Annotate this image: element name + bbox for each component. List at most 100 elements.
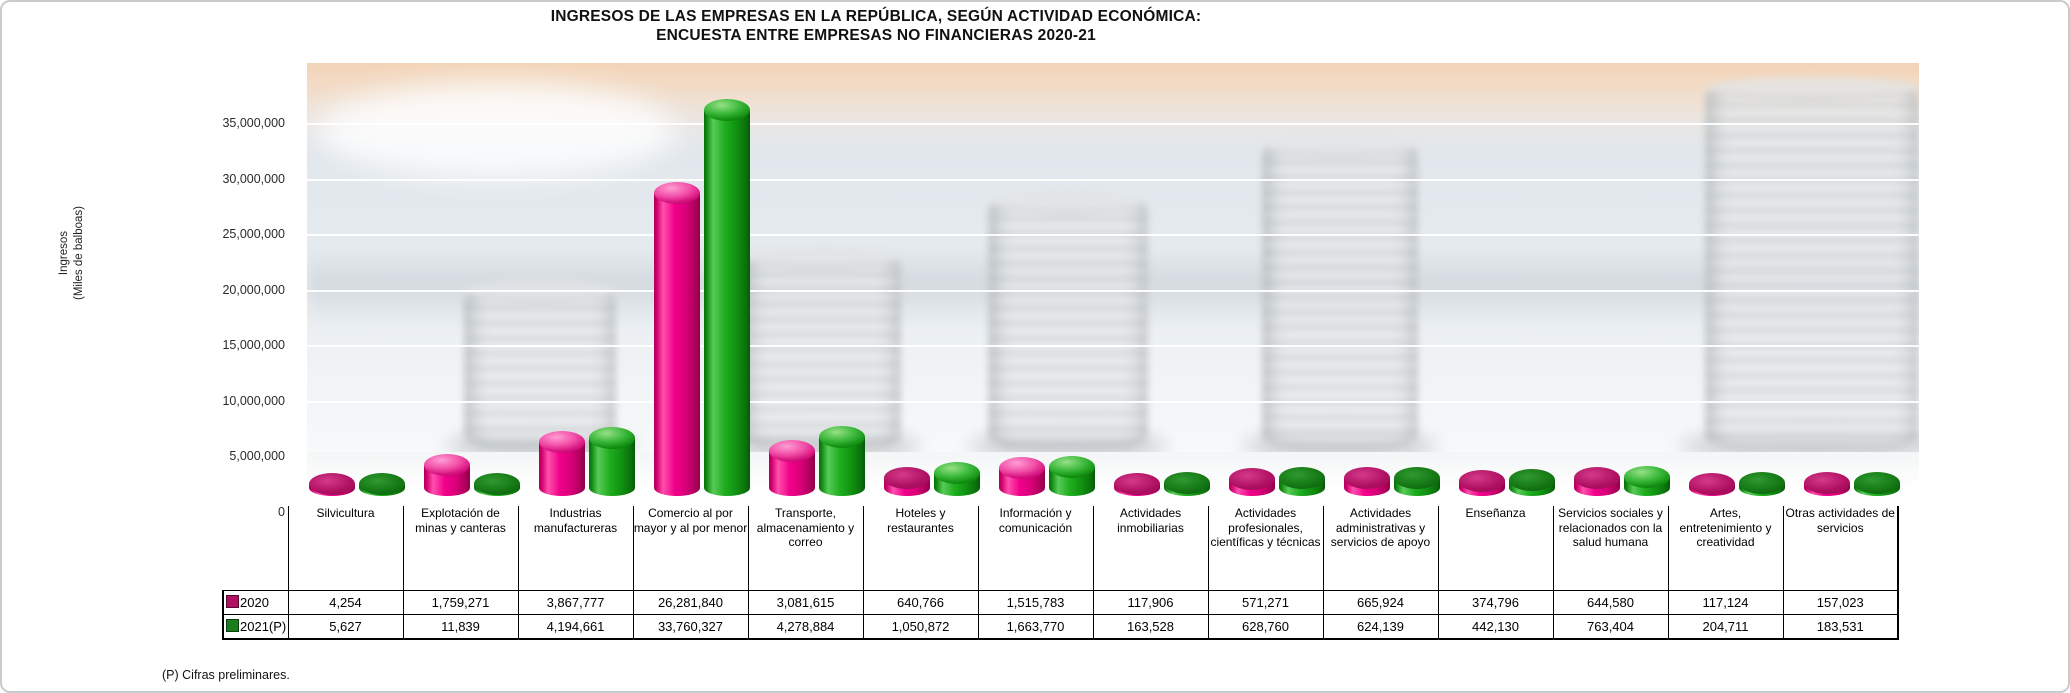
bar-top-ellipse xyxy=(769,439,815,462)
value-cell: 571,271 xyxy=(1207,590,1324,615)
value-cell: 26,281,840 xyxy=(632,590,749,615)
category-header-cell: Industrias manufactureras xyxy=(517,506,633,591)
value-cell: 3,081,615 xyxy=(747,590,864,615)
value-cell: 5,627 xyxy=(287,614,404,640)
bar-top-ellipse xyxy=(1229,467,1275,490)
table-row-2020: 2020 4,254 1,759,271 3,867,777 26,281,840 3,0… xyxy=(222,590,1899,615)
value-cell: 1,759,271 xyxy=(402,590,519,615)
gridline xyxy=(307,289,1919,292)
legend-cell-2020: 2020 xyxy=(222,590,289,615)
bar-bottom-ellipse xyxy=(1049,479,1095,496)
category-header-cell: Hoteles y restaurantes xyxy=(862,506,978,591)
bar-2020-silvicultura xyxy=(309,473,355,496)
bar-2020-actividades xyxy=(1344,466,1390,496)
gridline xyxy=(307,123,1919,125)
bar-2021P-actividades xyxy=(1394,467,1440,496)
bar-2020-explotación xyxy=(424,454,470,496)
value-cell: 4,254 xyxy=(287,590,404,615)
bar-top-ellipse xyxy=(1624,465,1670,488)
value-cell: 4,194,661 xyxy=(517,614,634,640)
bar-bottom-ellipse xyxy=(704,479,750,496)
chart-title: INGRESOS DE LAS EMPRESAS EN LA REPÚBLICA… xyxy=(176,7,1576,45)
bar-2021P-otras xyxy=(1854,471,1900,496)
category-header-cell: Silvicultura xyxy=(287,506,403,591)
y-tick-label-25000000: 25,000,000 xyxy=(222,227,285,242)
table-row-2021P: 2021(P) 5,627 11,839 4,194,661 33,760,327 4,2… xyxy=(222,614,1899,640)
y-tick-label-30000000: 30,000,000 xyxy=(222,171,285,186)
bar-top-ellipse xyxy=(309,473,355,495)
bar-bottom-ellipse xyxy=(654,479,700,496)
coin-stack xyxy=(1262,134,1418,448)
bar-body xyxy=(654,192,700,488)
value-cell: 374,796 xyxy=(1437,590,1554,615)
bar-2020-hoteles xyxy=(884,466,930,496)
coin-stack xyxy=(1705,77,1919,448)
category-header-cell: Comercio al por mayor y al por menor xyxy=(632,506,748,591)
bar-top-ellipse xyxy=(934,462,980,485)
bar-top-ellipse xyxy=(1739,471,1785,494)
value-cell: 157,023 xyxy=(1782,590,1899,615)
bar-top-ellipse xyxy=(654,181,700,204)
value-cell: 3,867,777 xyxy=(517,590,634,615)
bar-top-ellipse xyxy=(884,466,930,489)
value-cell: 11,839 xyxy=(402,614,519,640)
bar-2020-transporte, xyxy=(769,439,815,496)
bar-2021P-explotación xyxy=(474,473,520,496)
bar-top-ellipse xyxy=(1049,455,1095,478)
bar-top-ellipse xyxy=(1854,471,1900,494)
table-corner-cell xyxy=(223,506,288,591)
bar-2021P-enseñanza xyxy=(1509,469,1555,496)
bar-2021P-silvicultura xyxy=(359,473,405,496)
chart-title-line2: ENCUESTA ENTRE EMPRESAS NO FINANCIERAS 2… xyxy=(656,27,1096,44)
value-cell: 644,580 xyxy=(1552,590,1669,615)
footnote: (P) Cifras preliminares. xyxy=(162,668,290,682)
bar-body xyxy=(704,109,750,488)
bar-top-ellipse xyxy=(999,457,1045,480)
bar-2020-información xyxy=(999,457,1045,496)
chart-title-line1: INGRESOS DE LAS EMPRESAS EN LA REPÚBLICA… xyxy=(550,8,1202,25)
bar-top-ellipse xyxy=(539,431,585,453)
data-table: Silvicultura Explotación de minas y cante… xyxy=(222,506,1899,640)
bar-bottom-ellipse xyxy=(819,479,865,496)
coin-stack xyxy=(988,190,1148,448)
gridline xyxy=(307,400,1919,403)
bar-bottom-ellipse xyxy=(769,479,815,496)
bar-top-ellipse xyxy=(1164,472,1210,495)
category-header-cell: Artes, entretenimiento y creatividad xyxy=(1667,506,1783,591)
bar-2021P-actividades xyxy=(1164,472,1210,496)
bar-top-ellipse xyxy=(1279,467,1325,489)
y-tick-label-10000000: 10,000,000 xyxy=(222,393,285,408)
value-cell: 33,760,327 xyxy=(632,614,749,640)
value-cell: 204,711 xyxy=(1667,614,1784,640)
category-header-cell: Información y comunicación xyxy=(977,506,1093,591)
y-tick-label-20000000: 20,000,000 xyxy=(222,282,285,297)
bar-2021P-hoteles xyxy=(934,462,980,496)
coin-stack xyxy=(743,246,901,448)
bar-top-ellipse xyxy=(704,98,750,121)
bar-2021P-industrias xyxy=(589,427,635,496)
value-cell: 117,906 xyxy=(1092,590,1209,615)
value-cell: 1,515,783 xyxy=(977,590,1094,615)
bar-2020-otras xyxy=(1804,472,1850,496)
category-header-cell: Actividades profesionales, científicas y… xyxy=(1207,506,1323,591)
bar-bottom-ellipse xyxy=(539,479,585,496)
bar-top-ellipse xyxy=(1344,466,1390,489)
legend-swatch-2021P xyxy=(226,619,239,632)
bar-2020-comercio xyxy=(654,181,700,496)
bar-2020-enseñanza xyxy=(1459,469,1505,496)
bar-top-ellipse xyxy=(1509,469,1555,492)
bar-2021P-actividades xyxy=(1279,467,1325,496)
bar-bottom-ellipse xyxy=(589,479,635,496)
category-header-cell: Otras actividades de servicios xyxy=(1782,506,1899,591)
bar-top-ellipse xyxy=(1689,472,1735,495)
category-header-cell: Servicios sociales y relacionados con la… xyxy=(1552,506,1668,591)
bar-top-ellipse xyxy=(474,473,520,495)
bar-2021P-información xyxy=(1049,455,1095,496)
value-cell: 624,139 xyxy=(1322,614,1439,640)
coin-stack xyxy=(464,280,616,448)
bar-top-ellipse xyxy=(1804,472,1850,495)
gridline xyxy=(307,345,1919,348)
bar-2021P-comercio xyxy=(704,98,750,496)
category-header-row: Silvicultura Explotación de minas y cante… xyxy=(223,506,1899,591)
